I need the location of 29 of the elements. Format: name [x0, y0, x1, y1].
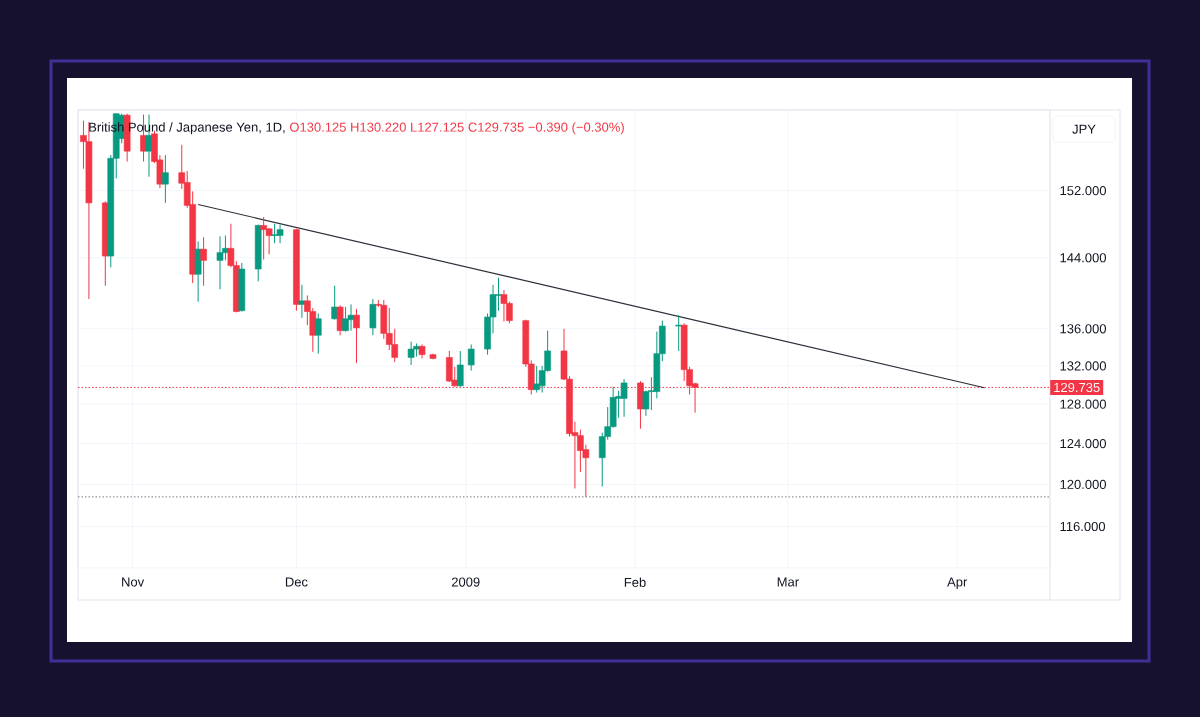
- x-tick-label: Nov: [122, 577, 145, 587]
- ref-line-label: 129.735: [1054, 382, 1100, 393]
- y-tick-label: 128.000: [1060, 399, 1107, 409]
- y-tick-label: 116.000: [1060, 521, 1106, 532]
- x-tick-label: Mar: [777, 577, 799, 587]
- candlestick: [675, 314, 682, 352]
- y-tick-label: 136.000: [1060, 324, 1107, 334]
- x-tick-label: Apr: [947, 577, 968, 590]
- y-tick-label: 152.000: [1060, 186, 1107, 196]
- x-tick-label: 2009: [451, 577, 480, 587]
- candlestick: [298, 284, 306, 319]
- candlestick: [446, 350, 453, 383]
- y-tick-label: 132.000: [1060, 361, 1107, 371]
- text: O130.125 H130.220 L127.125 C129.735 −0.390 (−0.30%): [289, 122, 624, 135]
- candlestick: [162, 154, 169, 204]
- x-tick-label: Feb: [624, 577, 646, 587]
- y-tick-label: 120.000: [1060, 479, 1107, 489]
- candlestick: [467, 343, 475, 372]
- x-tick-label: Dec: [285, 577, 308, 587]
- candlestick: [336, 304, 344, 336]
- y-tick-label: 144.000: [1060, 253, 1107, 263]
- y-tick-label: 124.000: [1060, 438, 1107, 449]
- y-axis-title: JPY: [1072, 124, 1096, 134]
- candlestick: [342, 306, 349, 333]
- candlestick: [353, 308, 360, 364]
- candlestick: [314, 312, 322, 355]
- candlestick: [216, 235, 224, 290]
- candlestick: [200, 236, 207, 287]
- candlestick: [407, 341, 415, 366]
